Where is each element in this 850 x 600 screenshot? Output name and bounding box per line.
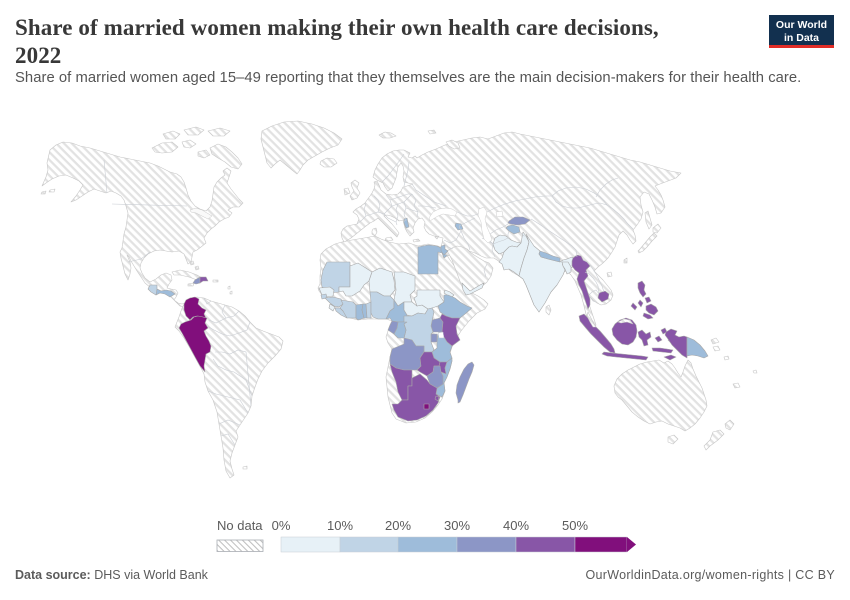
svg-text:50%: 50% [562, 518, 588, 533]
svg-text:40%: 40% [503, 518, 529, 533]
svg-text:No data: No data [217, 518, 263, 533]
svg-text:30%: 30% [444, 518, 470, 533]
svg-text:0%: 0% [272, 518, 291, 533]
svg-text:10%: 10% [327, 518, 353, 533]
svg-text:20%: 20% [385, 518, 411, 533]
